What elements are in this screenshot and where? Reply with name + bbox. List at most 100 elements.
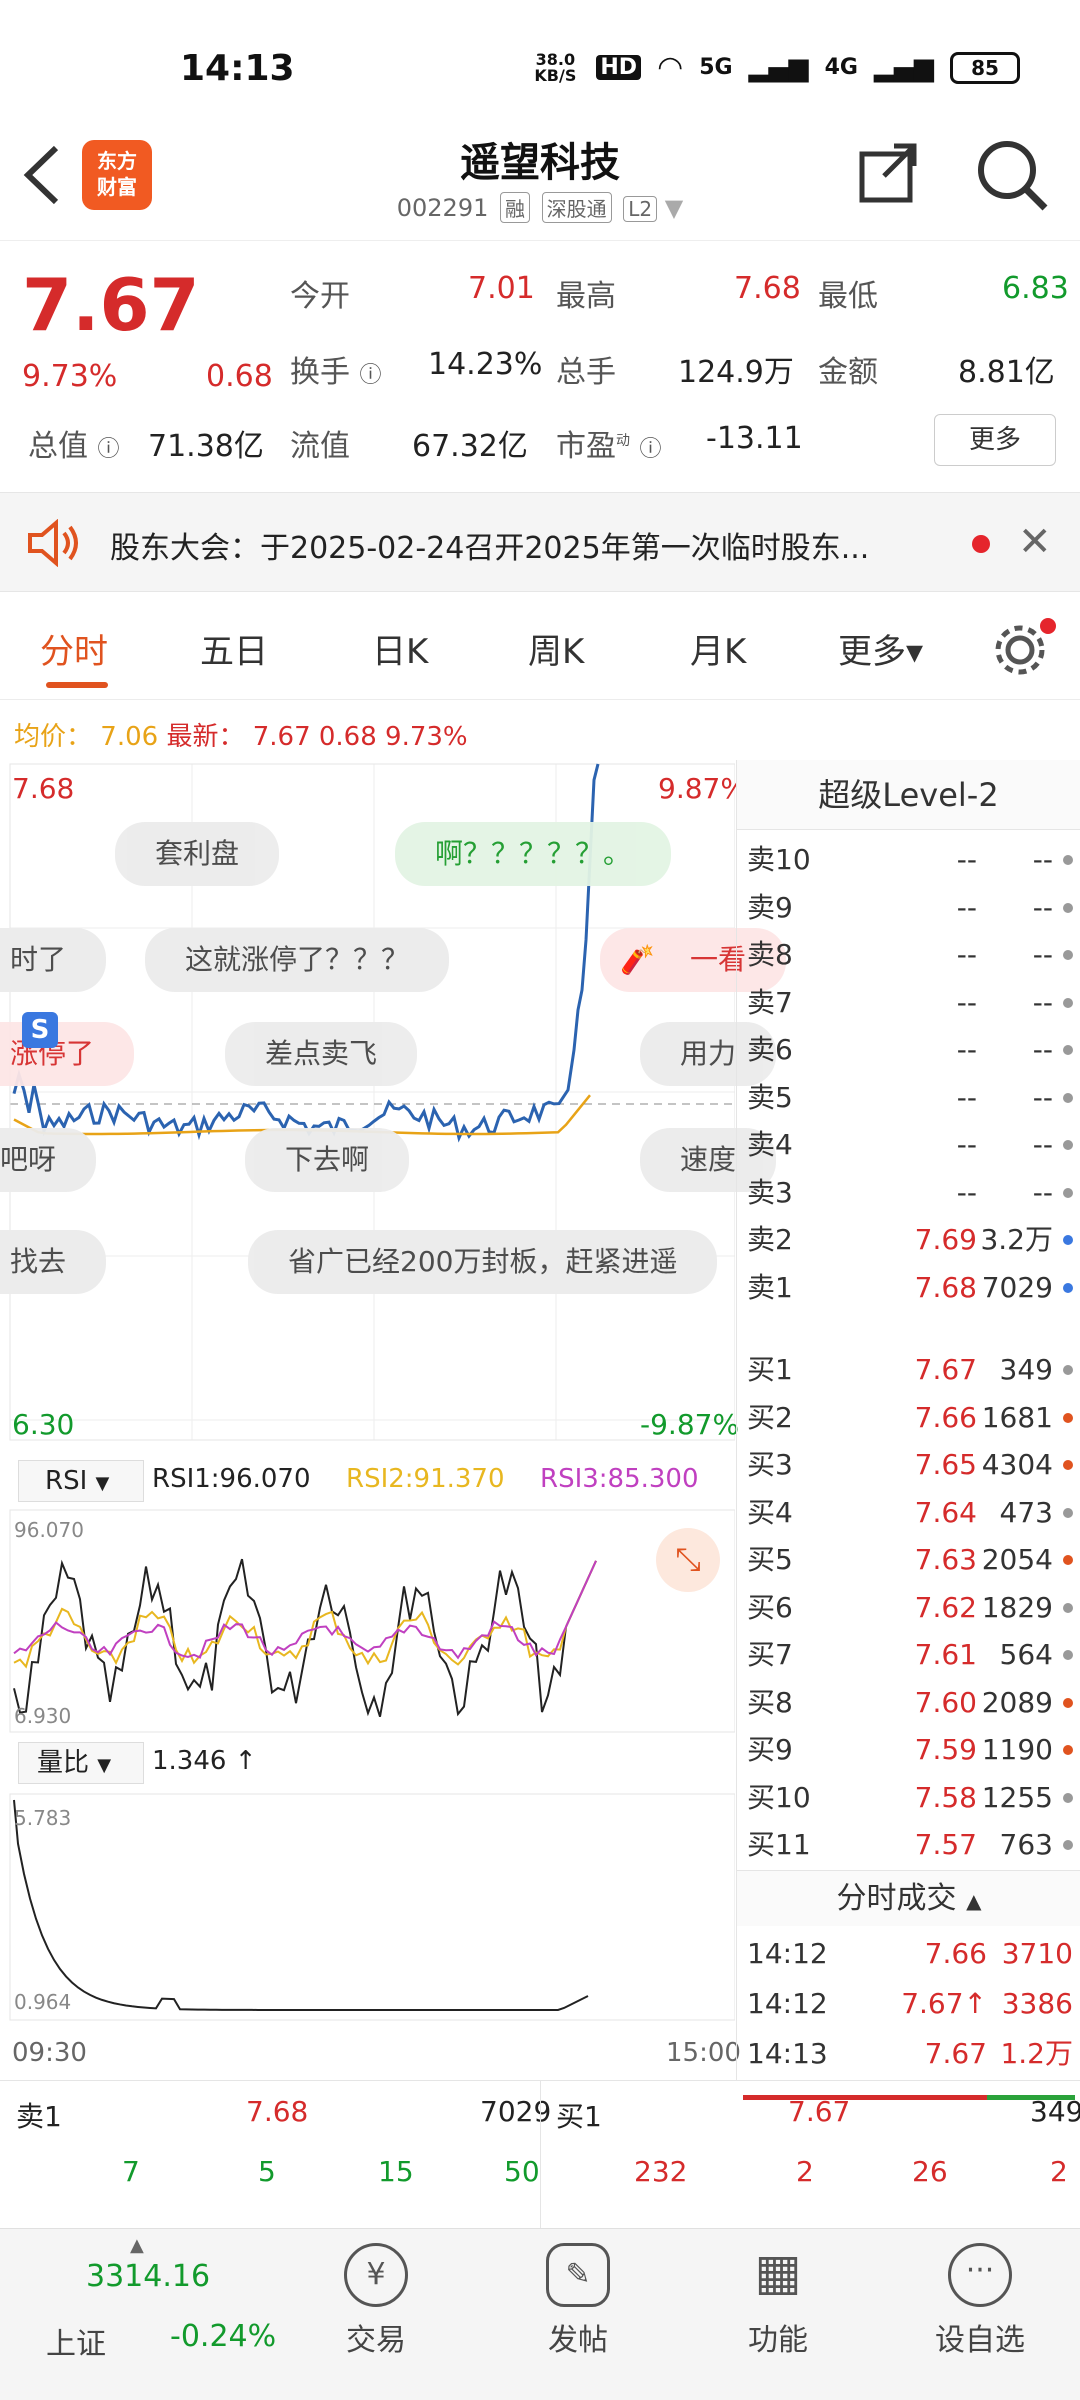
comment-bubble[interactable]: 省广已经200万封板，赶紧进遥: [248, 1230, 718, 1294]
bid-row[interactable]: 买2 7.66 1681: [737, 1394, 1080, 1442]
bid-row[interactable]: 买10 7.58 1255: [737, 1774, 1080, 1822]
ask-volume: --: [1032, 843, 1053, 876]
bid-row[interactable]: 买1 7.67 349: [737, 1346, 1080, 1394]
bid-price: 7.62: [914, 1590, 977, 1624]
settings-gear-icon[interactable]: [990, 620, 1050, 680]
tab-five-day[interactable]: 五日: [200, 632, 268, 672]
ask-volume: --: [1032, 890, 1053, 924]
ask-row[interactable]: 卖7 -- --: [737, 979, 1080, 1027]
bid-row[interactable]: 买9 7.59 1190: [737, 1726, 1080, 1774]
nav-add-watchlist[interactable]: ··· 设自选: [900, 2229, 1060, 2400]
bid-level-label: 买8: [747, 1685, 793, 1719]
amount-label: 金额: [818, 355, 878, 390]
comment-bubble[interactable]: 下去啊: [245, 1128, 410, 1192]
tab-daily-k[interactable]: 日K: [372, 632, 429, 672]
time-axis-end: 15:00: [666, 2038, 741, 2068]
bid-row[interactable]: 买6 7.62 1829: [737, 1584, 1080, 1632]
comment-bubble[interactable]: 找去: [0, 1230, 107, 1294]
bid-marker-dot: [1063, 1745, 1073, 1755]
bid-row[interactable]: 买4 7.64 473: [737, 1489, 1080, 1537]
tab-weekly-k[interactable]: 周K: [528, 632, 585, 672]
nav-post[interactable]: ✎ 发帖: [498, 2229, 658, 2400]
float-value: 67.32亿: [412, 429, 528, 464]
share-button[interactable]: [856, 142, 920, 210]
bid-row[interactable]: 买11 7.57 763: [737, 1821, 1080, 1869]
bid-volume: 1190: [981, 1733, 1053, 1766]
ask-row[interactable]: 卖2 7.69 3.2万: [737, 1216, 1080, 1264]
ask-volume: --: [1032, 938, 1053, 971]
more-quote-button[interactable]: 更多: [934, 414, 1056, 466]
mcap-label[interactable]: 总值 ⓘ: [28, 429, 120, 464]
ask-level-label: 卖9: [747, 890, 793, 924]
nav-functions[interactable]: ▦ 功能: [698, 2229, 858, 2400]
comment-bubble[interactable]: 用力: [640, 1022, 777, 1086]
bid-marker-dot: [1063, 1602, 1073, 1613]
rsi-indicator-selector[interactable]: RSI ▼: [18, 1460, 144, 1502]
stock-subtitle[interactable]: 002291 融 深股通 L2 ▼: [0, 192, 1080, 223]
trades-header[interactable]: 分时成交 ▲: [737, 1870, 1080, 1926]
comment-bubble[interactable]: 这就涨停了？？？: [145, 928, 450, 992]
index-widget[interactable]: ▲ 3314.16 上证 -0.24%: [0, 2229, 300, 2400]
change-pct: 9.73%: [22, 359, 118, 394]
latest-label: 最新：: [166, 722, 245, 752]
tab-more[interactable]: 更多▾: [838, 632, 924, 672]
level2-title: 超级Level-2: [737, 760, 1080, 830]
bid-volume: 4304: [981, 1448, 1053, 1481]
rsi2-value: RSI2:91.370: [346, 1464, 505, 1494]
level2-panel[interactable]: 超级Level-2 卖10 -- -- 卖9 -- -- 卖8 -- -- 卖7 -- -- 卖6 -- -…: [736, 760, 1080, 2100]
pe-label[interactable]: 市盈动 ⓘ: [556, 429, 662, 464]
intraday-chart[interactable]: 7.68 9.87% 6.30 -9.87% 套利盘 啊？？？？？。 时了 这就…: [0, 760, 787, 2080]
volume-ratio-selector[interactable]: 量比 ▼: [18, 1742, 144, 1784]
comment-bubble[interactable]: 套利盘: [115, 822, 280, 886]
ask-row[interactable]: 卖1 7.68 7029: [737, 1264, 1080, 1312]
back-button[interactable]: [18, 140, 78, 210]
price-axis-bottom: 6.30: [12, 1408, 75, 1441]
bid-level-label: 买1: [747, 1353, 793, 1386]
bid-volume: 2089: [981, 1685, 1053, 1719]
comment-bubble[interactable]: 差点卖飞: [225, 1022, 418, 1086]
ask-price: --: [956, 938, 977, 971]
ask-volume: --: [1032, 1175, 1053, 1209]
volume-label: 总手: [556, 355, 616, 390]
bid-row[interactable]: 买7 7.61 564: [737, 1631, 1080, 1679]
bid-queue-item: 232: [634, 2155, 688, 2188]
index-value: 3314.16: [86, 2259, 211, 2294]
comment-bubble[interactable]: 速度: [640, 1128, 777, 1192]
nav-add-watchlist-label: 设自选: [935, 2323, 1025, 2358]
close-icon[interactable]: ✕: [1018, 519, 1052, 565]
comment-bubble[interactable]: 啊？？？？？。: [395, 822, 672, 886]
bid-marker-dot: [1063, 1460, 1073, 1470]
expand-icon[interactable]: ⤡: [656, 1528, 720, 1592]
active-tab-indicator: [46, 682, 108, 688]
nav-trade[interactable]: ¥ 交易: [296, 2229, 456, 2400]
ask-row[interactable]: 卖3 -- --: [737, 1169, 1080, 1217]
app-logo[interactable]: 东方 财富: [82, 140, 152, 210]
queue-summary[interactable]: 卖1 7.68 7029 买1 7.67 349 7 5 15 50 232 2…: [0, 2080, 1080, 2229]
ask-row[interactable]: 卖6 -- --: [737, 1026, 1080, 1074]
tab-monthly-k[interactable]: 月K: [690, 632, 747, 672]
ask-row[interactable]: 卖4 -- --: [737, 1121, 1080, 1169]
comment-bubble[interactable]: 涨停了: [0, 1022, 135, 1086]
bid-level-label: 买9: [747, 1733, 793, 1766]
tab-intraday[interactable]: 分时: [40, 632, 108, 672]
bid-row[interactable]: 买5 7.63 2054: [737, 1536, 1080, 1584]
announcement-bar[interactable]: 股东大会：于2025-02-24召开2025年第一次临时股东... ✕: [0, 492, 1080, 592]
s-badge-icon[interactable]: S: [22, 1012, 58, 1048]
ask-row[interactable]: 卖10 -- --: [737, 836, 1080, 884]
search-button[interactable]: [975, 138, 1049, 216]
trade-volume: 3386: [1001, 1987, 1073, 2020]
ask-queue-item: 5: [258, 2155, 276, 2188]
comment-bubble[interactable]: 时了: [0, 928, 107, 992]
ask-price: --: [956, 890, 977, 924]
ask-row[interactable]: 卖8 -- --: [737, 931, 1080, 979]
bid-volume: 1681: [981, 1400, 1053, 1434]
turnover-label[interactable]: 换手 ⓘ: [290, 355, 382, 390]
comment-bubble[interactable]: 吧呀: [0, 1128, 97, 1192]
volume-value: 124.9万: [678, 355, 794, 390]
ask-row[interactable]: 卖9 -- --: [737, 884, 1080, 932]
ask-marker-dot: [1063, 902, 1073, 913]
ask-row[interactable]: 卖5 -- --: [737, 1074, 1080, 1122]
bid-row[interactable]: 买8 7.60 2089: [737, 1679, 1080, 1727]
bid-row[interactable]: 买3 7.65 4304: [737, 1441, 1080, 1489]
bid-marker-dot: [1063, 1507, 1073, 1518]
